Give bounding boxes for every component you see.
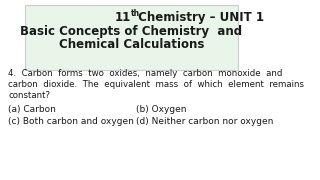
FancyBboxPatch shape xyxy=(25,5,238,70)
Text: (a) Carbon: (a) Carbon xyxy=(8,105,56,114)
Text: th: th xyxy=(131,8,140,17)
Text: (c) Both carbon and oxygen: (c) Both carbon and oxygen xyxy=(8,116,134,125)
Text: carbon  dioxide.  The  equivalent  mass  of  which  element  remains: carbon dioxide. The equivalent mass of w… xyxy=(8,80,304,89)
Text: Chemistry – UNIT 1: Chemistry – UNIT 1 xyxy=(134,10,264,24)
Text: 4.  Carbon  forms  two  oxides,  namely  carbon  monoxide  and: 4. Carbon forms two oxides, namely carbo… xyxy=(8,69,283,78)
Text: 11: 11 xyxy=(115,10,131,24)
Text: (d) Neither carbon nor oxygen: (d) Neither carbon nor oxygen xyxy=(136,116,274,125)
Text: constant?: constant? xyxy=(8,91,50,100)
Text: (b) Oxygen: (b) Oxygen xyxy=(136,105,187,114)
Text: Chemical Calculations: Chemical Calculations xyxy=(59,37,204,51)
Text: Basic Concepts of Chemistry  and: Basic Concepts of Chemistry and xyxy=(20,24,242,37)
